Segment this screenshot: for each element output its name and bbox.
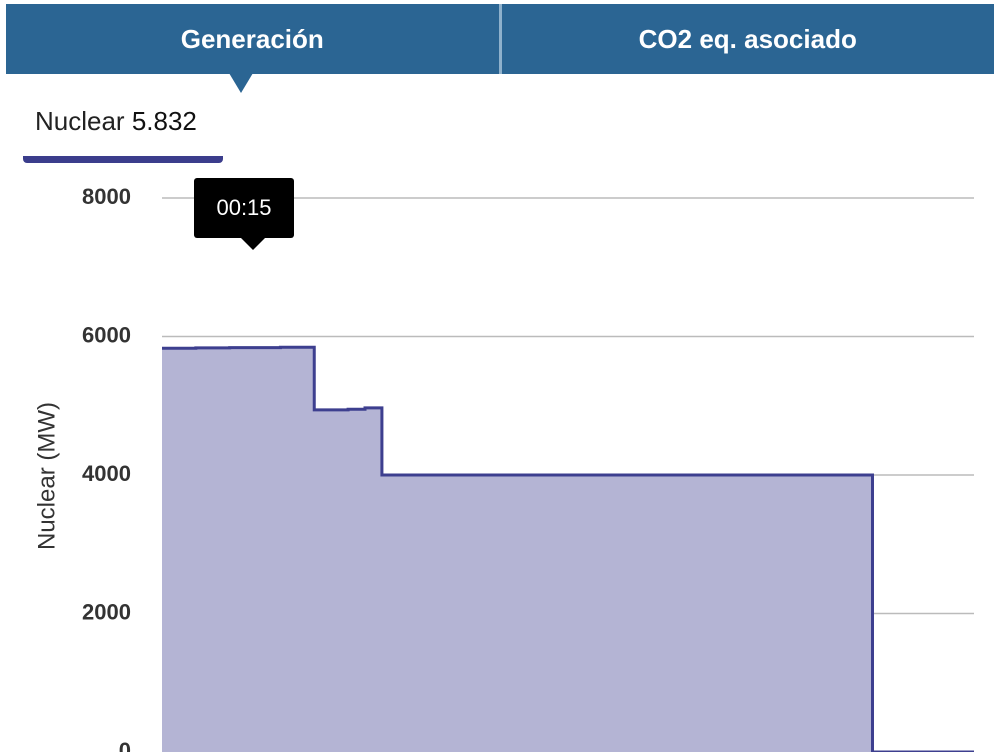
y-tick-label: 0 <box>119 738 131 752</box>
summary-underline <box>23 156 223 163</box>
y-tick-label: 8000 <box>82 184 131 209</box>
y-axis-label: Nuclear (MW) <box>33 402 60 550</box>
tooltip-arrow <box>241 238 265 250</box>
tooltip: 00:15 <box>194 178 294 250</box>
y-tick-label: 2000 <box>82 599 131 624</box>
summary: Nuclear 5.832 <box>35 106 197 137</box>
tooltip-text: 00:15 <box>216 195 271 220</box>
tooltip-box <box>194 178 294 238</box>
summary-value: 5.832 <box>131 106 197 136</box>
y-tick-label: 6000 <box>82 322 131 347</box>
tab-caret <box>229 73 253 93</box>
tab-bar: Generación CO2 eq. asociado <box>6 4 994 74</box>
line <box>162 345 974 752</box>
area-fill <box>162 347 974 752</box>
tab[interactable]: Generación <box>180 23 324 54</box>
tab[interactable]: CO2 eq. asociado <box>498 4 995 74</box>
y-tick-label: 4000 <box>82 461 131 486</box>
summary-label: Nuclear <box>35 106 125 136</box>
